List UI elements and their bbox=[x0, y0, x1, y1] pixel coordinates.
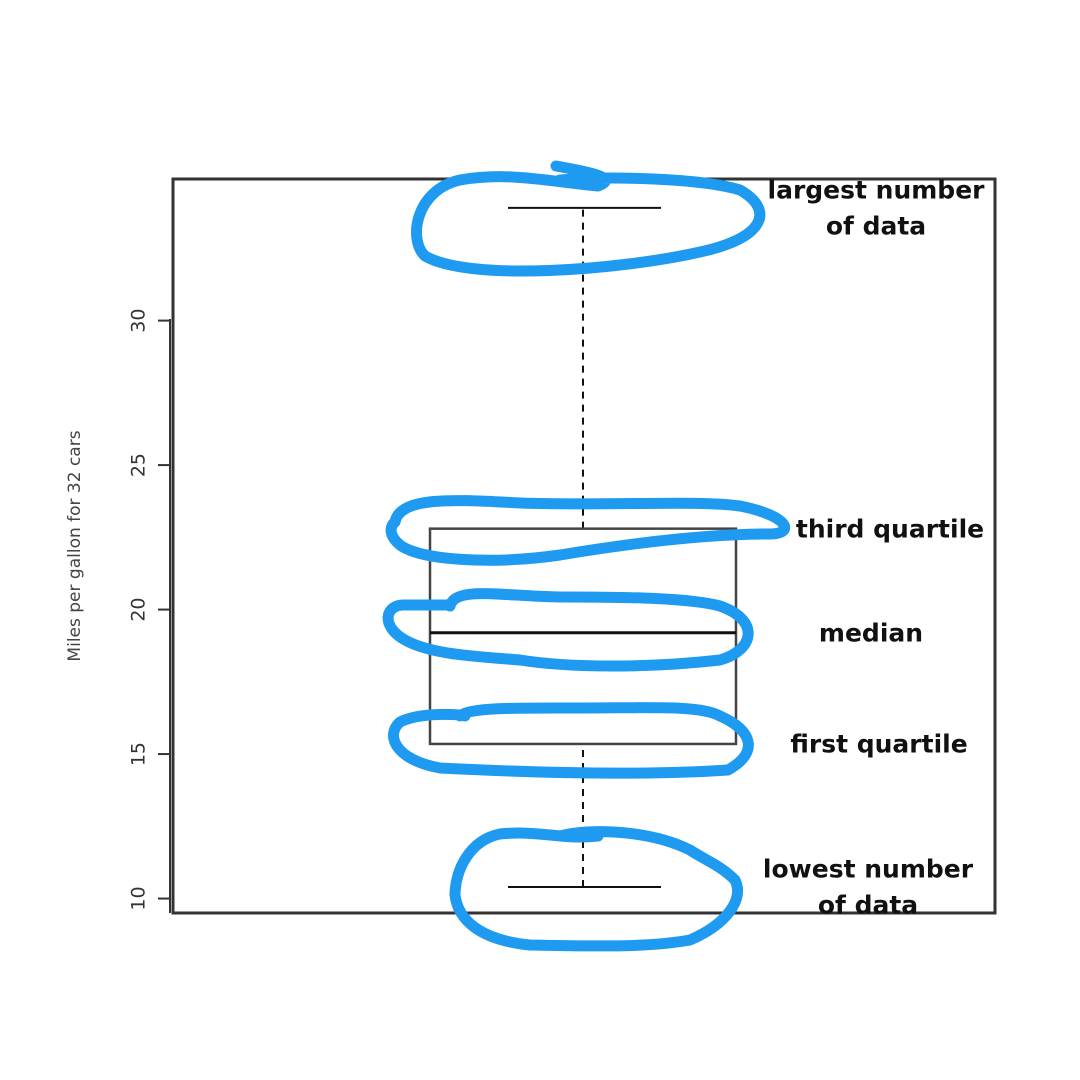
highlight-q3 bbox=[385, 495, 791, 566]
annotation-q3-line-0: third quartile bbox=[796, 514, 984, 543]
y-tick-label: 20 bbox=[128, 597, 150, 621]
highlight-circles bbox=[382, 160, 791, 952]
y-tick-label: 25 bbox=[128, 453, 150, 477]
annotation-median-line-0: median bbox=[819, 618, 923, 647]
annotations: largest number of data third quartile media… bbox=[763, 176, 985, 920]
y-tick-label: 10 bbox=[128, 886, 150, 910]
annotation-min-line-1: of data bbox=[818, 891, 918, 920]
y-axis-ticks: 10 15 20 25 30 bbox=[128, 309, 170, 911]
highlight-median bbox=[382, 588, 754, 672]
y-tick-label: 15 bbox=[128, 742, 150, 766]
highlight-max bbox=[411, 160, 766, 277]
annotation-max-line-0: largest number bbox=[768, 176, 986, 205]
iqr-box bbox=[428, 527, 738, 746]
annotation-max-line-1: of data bbox=[826, 212, 926, 241]
highlight-q1 bbox=[388, 702, 754, 779]
highlight-min bbox=[449, 826, 744, 952]
y-axis-title: Miles per gallon for 32 cars bbox=[65, 430, 85, 661]
annotation-q1-line-0: first quartile bbox=[790, 730, 967, 759]
annotation-min-line-0: lowest number bbox=[763, 855, 974, 884]
y-tick-label: 30 bbox=[128, 309, 150, 333]
